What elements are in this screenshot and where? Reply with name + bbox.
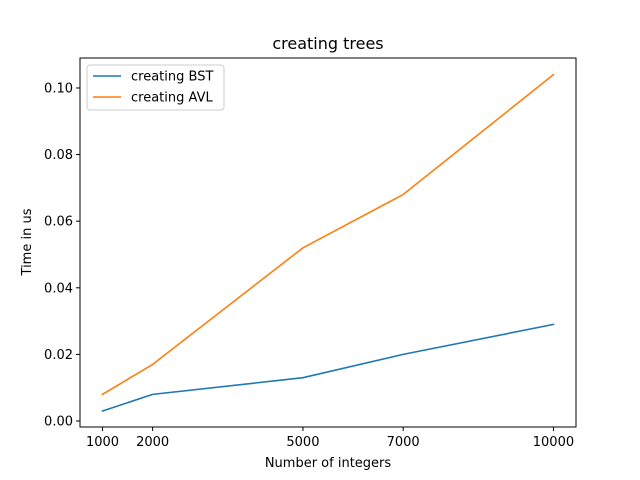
y-tick-label: 0.06 xyxy=(44,215,73,230)
x-axis-label: Number of integers xyxy=(265,456,392,471)
y-tick-label: 0.00 xyxy=(44,415,73,430)
y-tick-label: 0.08 xyxy=(44,148,73,163)
plot-area-frame xyxy=(79,57,577,428)
series-layer xyxy=(101,73,555,413)
legend-box xyxy=(86,64,225,111)
y-axis-ticks: 0.00 0.02 0.04 0.06 0.08 0.10 xyxy=(44,81,80,430)
x-tick-label: 10000 xyxy=(533,435,574,450)
x-tick-label: 7000 xyxy=(387,435,420,450)
x-tick-label: 1000 xyxy=(86,435,119,450)
x-axis-ticks: 1000 2000 5000 7000 10000 xyxy=(86,427,574,450)
legend: creating BST creating AVL xyxy=(86,64,225,111)
y-tick-label: 0.10 xyxy=(44,81,73,96)
series-line-creating-avl xyxy=(101,73,555,396)
chart-title: creating trees xyxy=(272,34,383,53)
series-line-creating-bst xyxy=(101,323,555,413)
y-tick-label: 0.04 xyxy=(44,281,73,296)
x-tick-label: 5000 xyxy=(286,435,319,450)
legend-label-creating-bst: creating BST xyxy=(131,70,213,85)
legend-label-creating-avl: creating AVL xyxy=(131,91,213,106)
x-tick-label: 2000 xyxy=(136,435,169,450)
y-axis-label: Time in us xyxy=(20,208,35,276)
y-tick-label: 0.02 xyxy=(44,348,73,363)
